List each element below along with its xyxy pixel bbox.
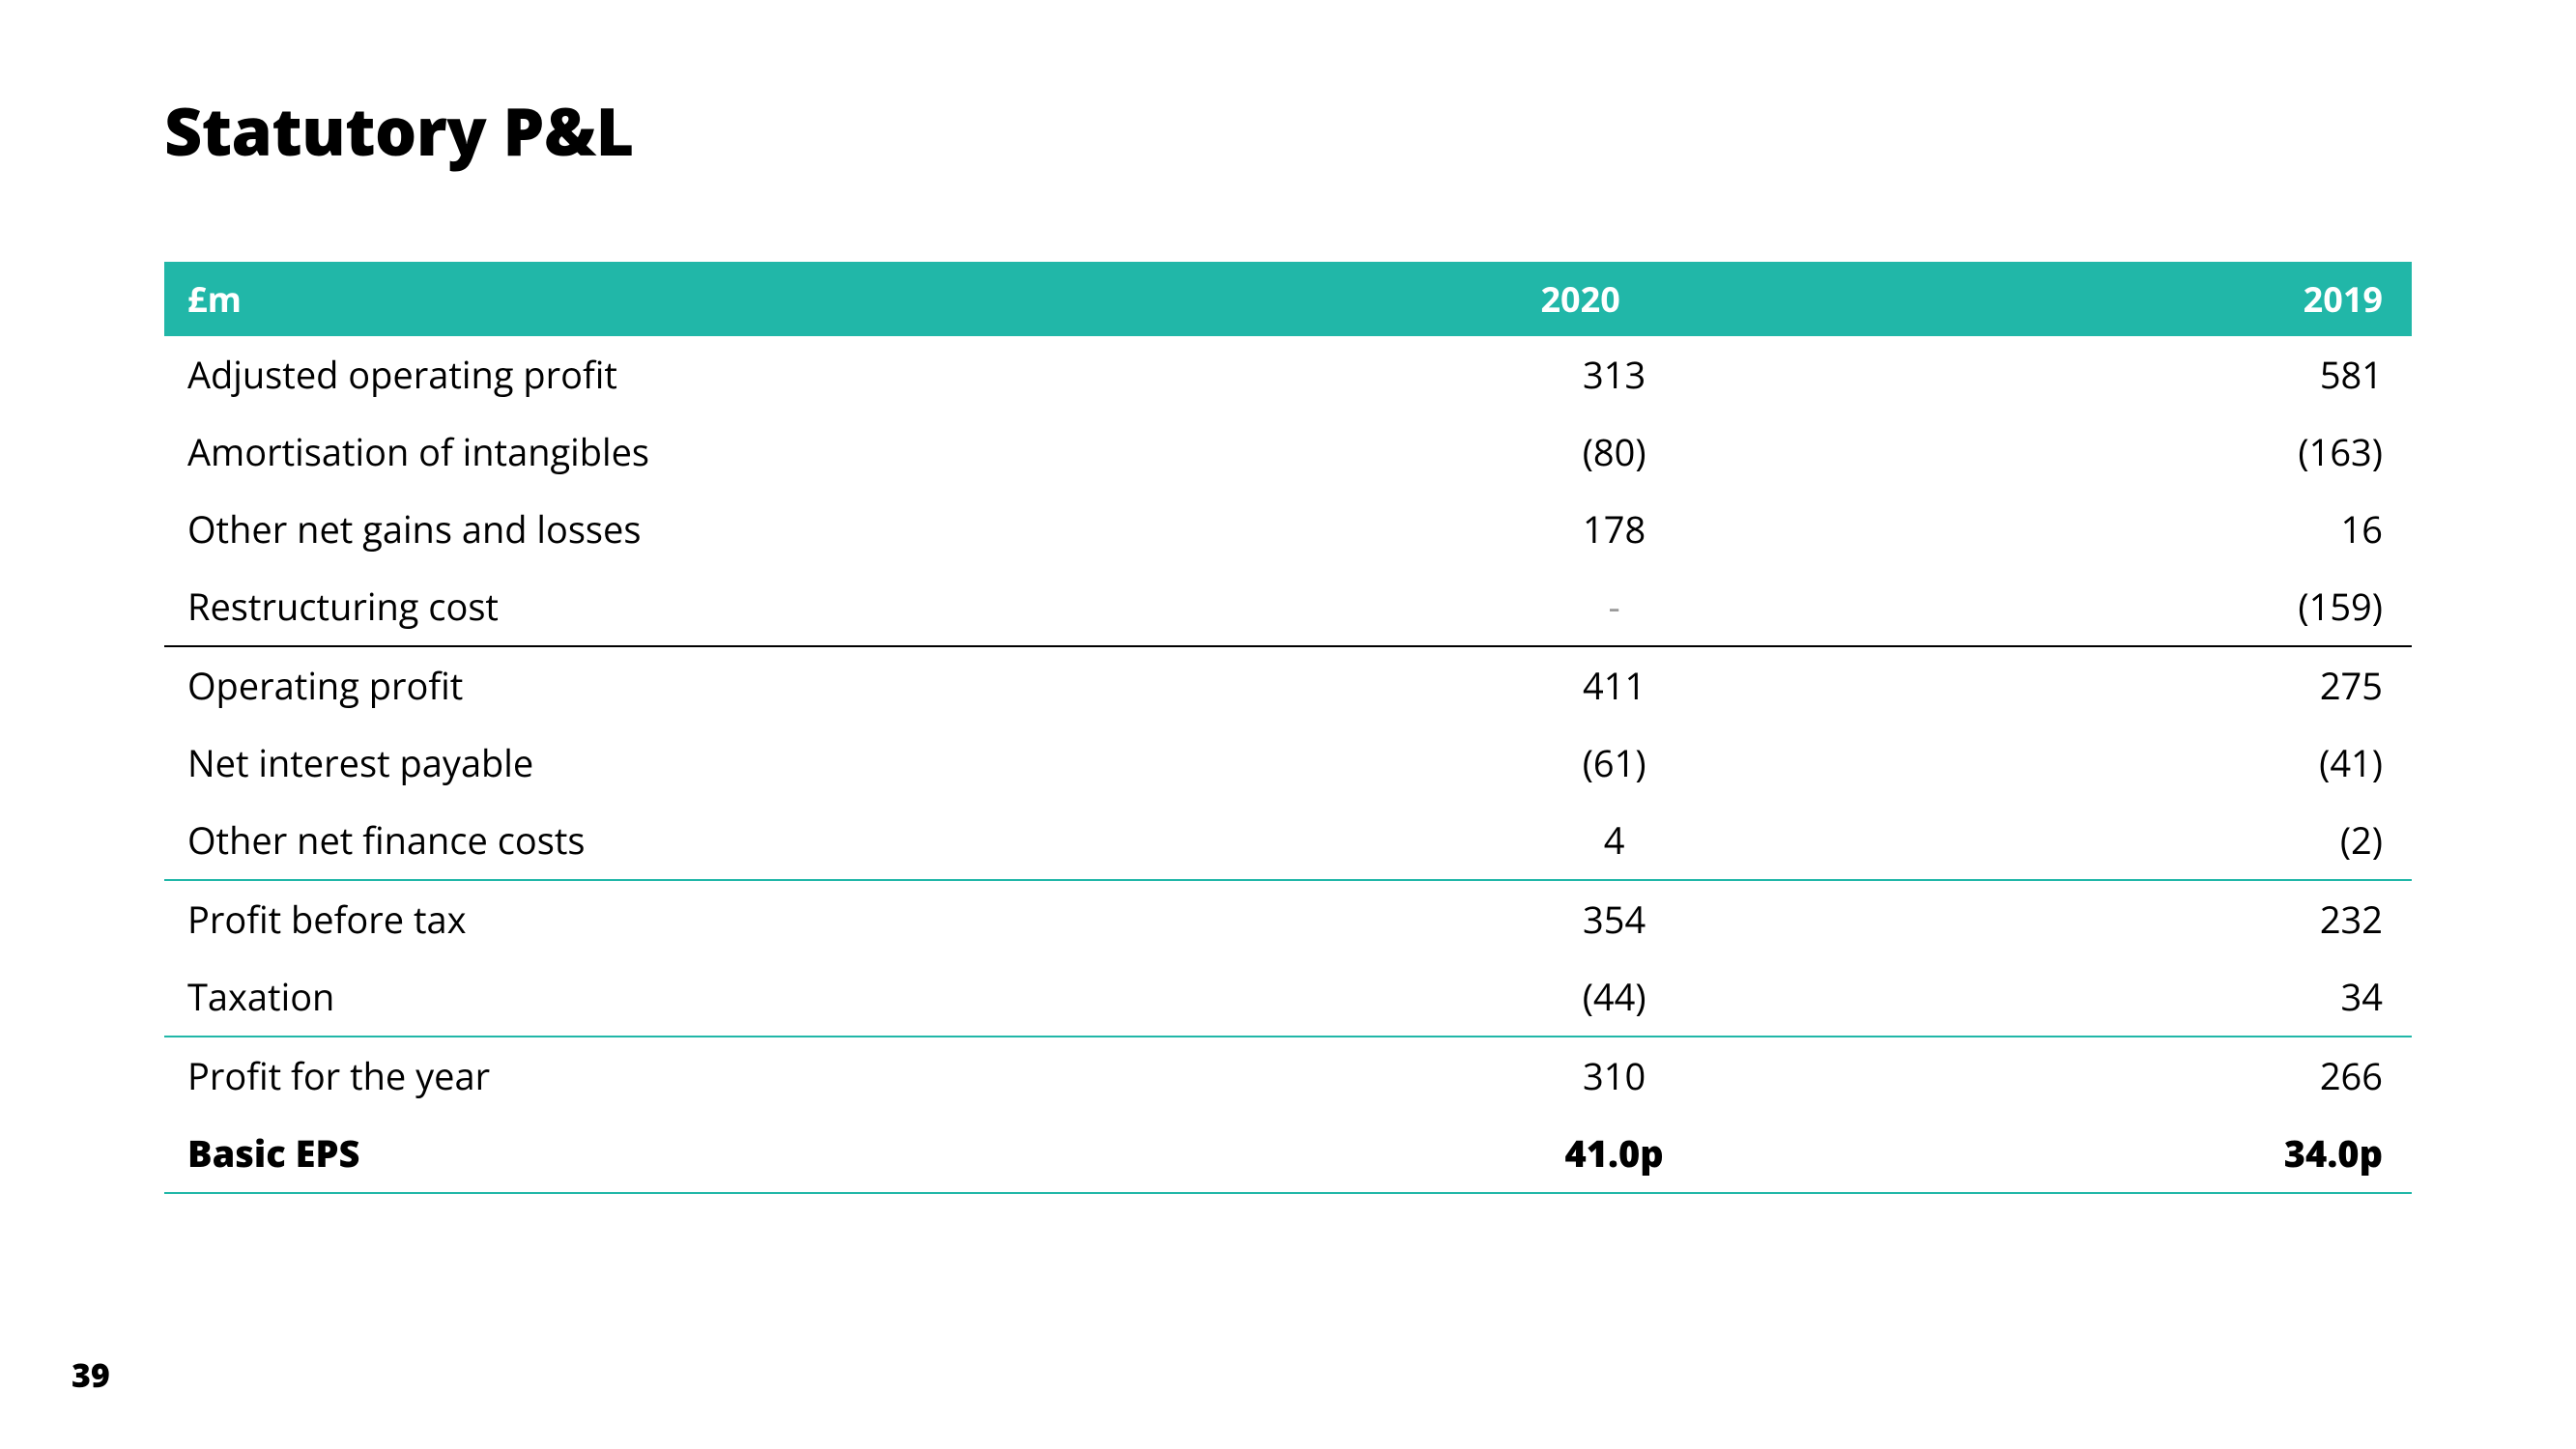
row-value-2020: 411 [1333, 646, 1873, 724]
row-label: Taxation [164, 958, 1333, 1037]
row-value-2020: 4 [1333, 802, 1873, 880]
row-label: Other net gains and losses [164, 491, 1333, 568]
row-value-2020: 41.0p [1333, 1115, 1873, 1193]
table-row: Other net gains and losses17816 [164, 491, 2412, 568]
row-label: Net interest payable [164, 724, 1333, 802]
row-label: Profit for the year [164, 1037, 1333, 1115]
table-row: Taxation(44)34 [164, 958, 2412, 1037]
column-header-unit: £m [164, 262, 1333, 336]
row-value-2020: 310 [1333, 1037, 1873, 1115]
row-value-2019: 34.0p [1873, 1115, 2412, 1193]
table-row: Other net finance costs4(2) [164, 802, 2412, 880]
row-value-2019: (2) [1873, 802, 2412, 880]
statutory-pl-table: £m 2020 2019 Adjusted operating profit31… [164, 262, 2412, 1194]
row-value-2020: 178 [1333, 491, 1873, 568]
table-row: Adjusted operating profit313581 [164, 336, 2412, 413]
row-label: Other net finance costs [164, 802, 1333, 880]
row-value-2019: (163) [1873, 413, 2412, 491]
table-row: Restructuring cost-(159) [164, 568, 2412, 646]
row-value-2020: (44) [1333, 958, 1873, 1037]
table-row: Basic EPS41.0p34.0p [164, 1115, 2412, 1193]
table-row: Amortisation of intangibles(80)(163) [164, 413, 2412, 491]
column-header-2019: 2019 [1873, 262, 2412, 336]
row-value-2019: 16 [1873, 491, 2412, 568]
table-header-row: £m 2020 2019 [164, 262, 2412, 336]
row-label: Adjusted operating profit [164, 336, 1333, 413]
row-value-2020: 354 [1333, 880, 1873, 958]
row-label: Basic EPS [164, 1115, 1333, 1193]
table-row: Profit before tax354232 [164, 880, 2412, 958]
table-row: Net interest payable(61)(41) [164, 724, 2412, 802]
column-header-2020: 2020 [1333, 262, 1873, 336]
row-value-2019: 266 [1873, 1037, 2412, 1115]
row-value-2019: 581 [1873, 336, 2412, 413]
page-number: 39 [72, 1352, 110, 1397]
row-value-2020: (61) [1333, 724, 1873, 802]
row-value-2020: 313 [1333, 336, 1873, 413]
row-value-2020: - [1333, 568, 1873, 646]
row-label: Profit before tax [164, 880, 1333, 958]
row-value-2019: 34 [1873, 958, 2412, 1037]
row-value-2020: (80) [1333, 413, 1873, 491]
row-value-2019: (159) [1873, 568, 2412, 646]
row-label: Amortisation of intangibles [164, 413, 1333, 491]
row-label: Restructuring cost [164, 568, 1333, 646]
table-row: Operating profit411275 [164, 646, 2412, 724]
row-value-2019: 232 [1873, 880, 2412, 958]
row-label: Operating profit [164, 646, 1333, 724]
page-title: Statutory P&L [164, 85, 2412, 175]
row-value-2019: (41) [1873, 724, 2412, 802]
table-row: Profit for the year310266 [164, 1037, 2412, 1115]
row-value-2019: 275 [1873, 646, 2412, 724]
